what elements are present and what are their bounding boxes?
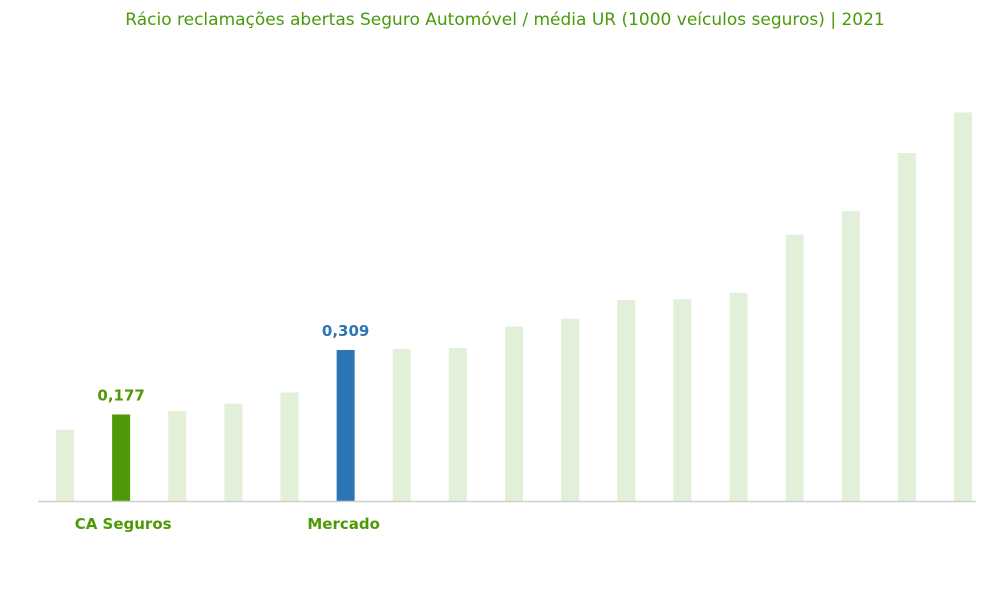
bar-1	[56, 429, 74, 501]
bar-10	[561, 318, 580, 501]
data-label-6: 0,309	[322, 322, 369, 340]
bar-8	[448, 348, 467, 501]
bar-7	[392, 349, 411, 501]
category-label-6: Mercado	[307, 515, 380, 533]
bar-2	[112, 414, 131, 501]
bar-15	[841, 211, 860, 502]
bar-13	[729, 292, 748, 501]
bar-12	[673, 299, 692, 501]
bar-11	[617, 300, 636, 501]
bar-17	[954, 112, 972, 501]
bar-9	[505, 326, 523, 501]
data-label-2: 0,177	[97, 386, 144, 404]
category-label-2: CA Seguros	[75, 515, 172, 533]
bar-5	[280, 392, 299, 501]
bars-layer	[56, 112, 972, 502]
bar-4	[224, 403, 243, 501]
labels-layer: 0,177 CA Seguros 0,309 Mercado	[75, 322, 380, 533]
bar-14	[785, 234, 804, 501]
bar-3	[168, 411, 187, 501]
chart-title: Rácio reclamações abertas Seguro Automóv…	[125, 10, 885, 30]
bar-6	[336, 349, 355, 501]
bar-16	[897, 153, 916, 501]
